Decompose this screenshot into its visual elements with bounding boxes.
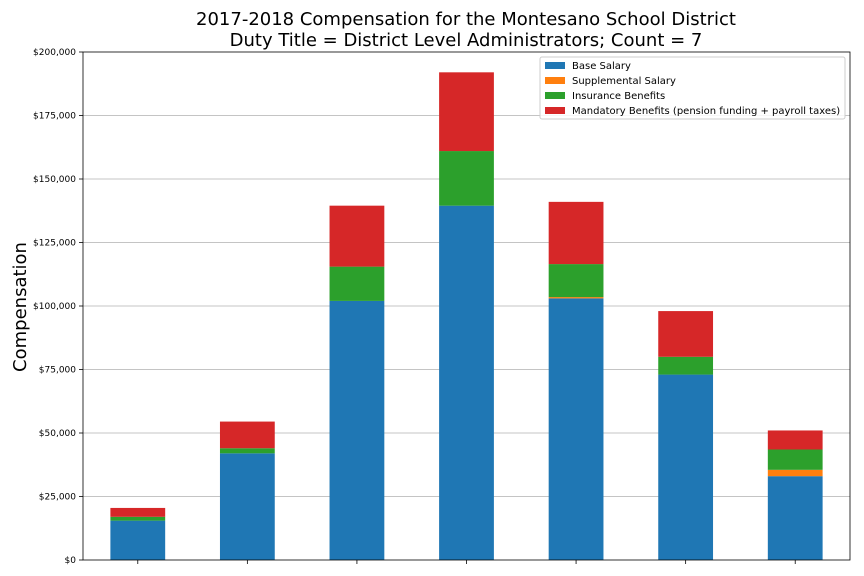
legend-swatch <box>545 77 565 84</box>
bar-segment <box>548 297 604 299</box>
bar-segment <box>329 266 385 301</box>
chart-title: 2017-2018 Compensation for the Montesano… <box>196 9 736 30</box>
bar-segment <box>329 205 385 267</box>
bar-segment <box>658 311 714 357</box>
y-axis-label: Compensation <box>10 242 31 372</box>
y-tick-label: $50,000 <box>39 429 76 439</box>
bar-segment <box>548 264 604 298</box>
bar-segment <box>439 72 494 152</box>
bar-segment <box>219 448 275 454</box>
bar-segment <box>767 430 823 450</box>
y-tick-label: $0 <box>65 556 77 566</box>
bar-segment <box>548 298 604 560</box>
y-ticks: $0 $25,000 $50,000 $75,000 $100,000 $125,000 $… <box>33 48 83 566</box>
legend-label: Mandatory Benefits (pension funding + pa… <box>572 106 840 117</box>
legend-box <box>539 56 846 120</box>
legend-label: Base Salary <box>572 61 631 72</box>
y-tick-label: $75,000 <box>39 366 76 376</box>
bar-segment <box>439 205 494 561</box>
bar-segment <box>767 476 823 560</box>
bar-segment <box>219 453 275 560</box>
legend-swatch <box>545 92 565 99</box>
legend-label: Supplemental Salary <box>572 76 676 87</box>
bar-segment <box>110 516 166 521</box>
chart-subtitle: Duty Title = District Level Administrato… <box>230 30 703 51</box>
legend-swatch <box>545 107 565 114</box>
bar-segment <box>439 151 494 206</box>
bars <box>110 72 823 561</box>
y-tick-label: $25,000 <box>39 493 76 503</box>
bar-segment <box>110 520 166 560</box>
legend: Base Salary Supplemental Salary Insurance … <box>539 56 846 120</box>
bar-segment <box>219 421 275 449</box>
bar-segment <box>767 469 823 477</box>
y-tick-label: $125,000 <box>33 239 76 249</box>
y-tick-label: $100,000 <box>33 302 76 312</box>
legend-swatch <box>545 62 565 69</box>
bar-segment <box>658 374 714 560</box>
bar-segment <box>548 201 604 265</box>
bar-segment <box>329 300 385 560</box>
y-tick-label: $175,000 <box>33 112 76 122</box>
y-tick-label: $150,000 <box>33 175 76 185</box>
bar-segment <box>658 356 714 375</box>
legend-label: Insurance Benefits <box>572 91 665 102</box>
bar-segment <box>110 507 166 517</box>
bar-segment <box>767 449 823 470</box>
y-tick-label: $200,000 <box>33 48 76 58</box>
